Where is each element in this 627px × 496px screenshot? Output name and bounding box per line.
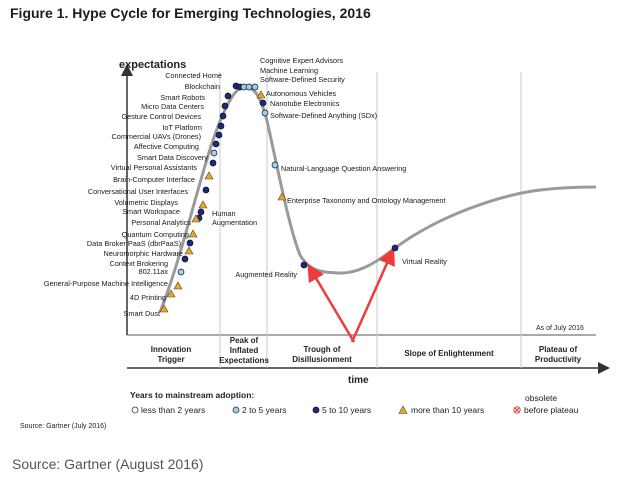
marker-commercial-uavs-drones [215, 131, 223, 139]
label-data-broker-paas-dbrpaas: Data Broker PaaS (dbrPaaS) [87, 239, 181, 248]
label-conversational-user-interfaces: Conversational User Interfaces [88, 187, 189, 196]
label-software-defined-anything-sdx: Software-Defined Anything (SDx) [270, 111, 377, 120]
marker-human-augmentation [191, 214, 201, 223]
marker-software-defined-security [251, 83, 259, 91]
label-augmented-reality: Augmented Reality [235, 270, 297, 279]
legend-label-5to10: 5 to 10 years [322, 405, 371, 415]
marker-smart-dust [159, 304, 169, 313]
source-caption: Source: Gartner (August 2016) [12, 456, 204, 472]
legend-marker-2to5 [232, 406, 240, 414]
label-virtual-reality: Virtual Reality [402, 257, 447, 266]
label-802-11ax: 802.11ax [139, 267, 169, 276]
label-blockchain: Blockchain [185, 82, 220, 91]
marker-4d-printing [166, 289, 176, 298]
label-gesture-control-devices: Gesture Control Devices [122, 112, 202, 121]
legend-title: Years to mainstream adoption: [130, 390, 254, 400]
source-note: Source: Gartner (July 2016) [20, 423, 107, 430]
figure-title: Figure 1. Hype Cycle for Emerging Techno… [10, 5, 371, 21]
marker-conversational-user-interfaces [202, 186, 210, 194]
marker-augmented-reality [300, 261, 308, 269]
legend-marker-gt10 [398, 405, 408, 414]
label-micro-data-centers: Micro Data Centers [141, 102, 204, 111]
label-smart-data-discovery: Smart Data Discovery [137, 153, 208, 162]
marker-general-purpose-machine-intelligence [173, 281, 183, 290]
obsolete-x-icon [513, 406, 521, 414]
label-neuromorphic-hardware: Neuromorphic Hardware [104, 249, 184, 258]
technology-layer: Smart Dust 4D Printing General-Purpose Mac… [44, 56, 447, 318]
legend-label-2to5: 2 to 5 years [242, 405, 286, 415]
marker-iot-platform [217, 122, 225, 130]
marker-smart-robots [224, 92, 232, 100]
label-software-defined-security: Software-Defined Security [260, 75, 345, 84]
label-connected-home: Connected Home [165, 71, 222, 80]
marker-nanotube-electronics [259, 99, 267, 107]
label-nanotube-electronics: Nanotube Electronics [270, 99, 340, 108]
label-autonomous-vehicles: Autonomous Vehicles [266, 89, 337, 98]
marker-gesture-control-devices [219, 112, 227, 120]
phase-plateau: Plateau of Productivity [535, 345, 582, 364]
label-personal-analytics: Personal Analytics [131, 218, 191, 227]
marker-context-brokering [181, 255, 189, 263]
hype-curve [158, 85, 597, 313]
marker-volumetric-displays [198, 200, 208, 209]
label-iot-platform: IoT Platform [162, 123, 202, 132]
marker-data-broker-paas-dbrpaas [186, 239, 194, 247]
y-axis-label: expectations [119, 59, 186, 71]
label-natural-language-question-answering: Natural-Language Question Answering [281, 164, 406, 173]
marker-affective-computing [212, 140, 220, 148]
legend-marker-lt2 [131, 406, 139, 414]
marker-machine-learning [245, 83, 253, 91]
label-enterprise-taxonomy-and-ontology-management: Enterprise Taxonomy and Ontology Managem… [287, 196, 445, 205]
legend-label-gt10: more than 10 years [411, 405, 484, 415]
phase-trough: Trough of Disillusionment [292, 345, 352, 364]
label-smart-workspace: Smart Workspace [122, 207, 180, 216]
label-affective-computing: Affective Computing [134, 142, 199, 151]
label-context-brokering: Context Brokering [110, 259, 168, 268]
marker-neuromorphic-hardware [184, 246, 194, 255]
marker-brain-computer-interface [204, 171, 214, 180]
label-smart-dust: Smart Dust [124, 309, 161, 318]
label-commercial-uavs-drones: Commercial UAVs (Drones) [112, 132, 201, 141]
label-cognitive-expert-advisors: Cognitive Expert Advisors [260, 56, 343, 65]
label-4d-printing: 4D Printing [130, 293, 166, 302]
phase-trigger: Innovation Trigger [151, 345, 192, 364]
label-brain-computer-interface: Brain-Computer Interface [113, 175, 195, 184]
marker-smart-workspace [197, 208, 205, 216]
legend-label-obsolete: before plateau [524, 405, 579, 415]
x-axis-label: time [348, 375, 369, 386]
legend: Years to mainstream adoption: less than … [130, 390, 579, 415]
label-machine-learning: Machine Learning [260, 66, 318, 75]
marker-802-11ax [177, 268, 185, 276]
marker-virtual-reality [391, 244, 399, 252]
marker-autonomous-vehicles [256, 90, 266, 99]
label-human-augmentation: Human Augmentation [212, 209, 257, 227]
marker-micro-data-centers [221, 102, 229, 110]
label-quantum-computing: Quantum Computing [122, 230, 189, 239]
label-smart-robots: Smart Robots [160, 93, 205, 102]
marker-virtual-personal-assistants [209, 159, 217, 167]
marker-smart-data-discovery [210, 149, 218, 157]
legend-label-obsolete-top: obsolete [525, 393, 557, 403]
as-of-label: As of July 2016 [536, 325, 584, 332]
label-volumetric-displays: Volumetric Displays [114, 198, 178, 207]
legend-marker-5to10 [312, 406, 320, 414]
marker-software-defined-anything-sdx [261, 109, 269, 117]
label-virtual-personal-assistants: Virtual Personal Assistants [111, 163, 198, 172]
legend-label-lt2: less than 2 years [141, 405, 205, 415]
trough-arrows [307, 247, 395, 343]
phase-labels: Innovation Trigger Peak of Inflated Expecta… [151, 336, 582, 365]
marker-natural-language-question-answering [271, 161, 279, 169]
marker-quantum-computing [188, 229, 198, 238]
phase-peak: Peak of Inflated Expectations [219, 336, 269, 365]
label-general-purpose-machine-intelligence: General-Purpose Machine Intelligence [44, 279, 168, 288]
marker-enterprise-taxonomy-and-ontology-management [277, 192, 287, 201]
phase-slope: Slope of Enlightenment [404, 349, 494, 358]
